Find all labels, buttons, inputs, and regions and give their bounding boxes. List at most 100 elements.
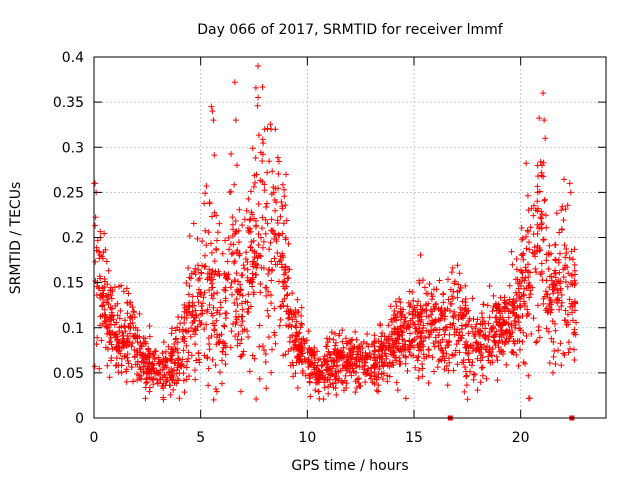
data-point bbox=[244, 266, 251, 273]
data-point bbox=[508, 322, 515, 329]
data-point bbox=[518, 224, 525, 231]
data-point bbox=[222, 310, 229, 317]
data-point bbox=[559, 203, 566, 210]
data-point bbox=[259, 151, 266, 158]
data-point bbox=[192, 376, 199, 383]
data-point bbox=[132, 361, 139, 368]
data-point bbox=[246, 229, 253, 236]
data-point bbox=[268, 216, 275, 223]
data-point bbox=[297, 324, 304, 331]
data-point bbox=[178, 314, 185, 321]
data-point bbox=[208, 284, 215, 291]
data-point bbox=[342, 364, 349, 371]
data-point bbox=[253, 264, 260, 271]
data-point bbox=[552, 257, 559, 264]
data-point bbox=[271, 329, 278, 336]
data-point bbox=[134, 349, 141, 356]
data-point bbox=[528, 205, 535, 212]
data-point bbox=[134, 327, 141, 334]
data-point bbox=[443, 338, 450, 345]
data-point bbox=[96, 365, 103, 372]
data-point bbox=[107, 357, 114, 364]
data-point bbox=[538, 208, 545, 215]
data-point bbox=[240, 348, 247, 355]
data-point bbox=[261, 126, 268, 133]
data-point bbox=[510, 349, 517, 356]
data-point bbox=[474, 355, 481, 362]
data-point bbox=[222, 274, 229, 281]
data-point bbox=[278, 261, 285, 268]
data-point bbox=[129, 304, 136, 311]
data-point bbox=[550, 338, 557, 345]
data-point bbox=[276, 158, 283, 165]
data-point bbox=[562, 206, 569, 213]
data-point bbox=[502, 300, 509, 307]
data-point bbox=[99, 302, 106, 309]
data-point bbox=[204, 270, 211, 277]
data-point bbox=[222, 237, 229, 244]
data-point bbox=[450, 314, 457, 321]
data-point bbox=[545, 266, 552, 273]
data-point bbox=[268, 369, 275, 376]
data-point bbox=[461, 388, 468, 395]
data-point bbox=[537, 271, 544, 278]
data-point bbox=[188, 324, 195, 331]
data-point bbox=[516, 289, 523, 296]
data-point bbox=[447, 324, 454, 331]
data-point bbox=[208, 213, 215, 220]
data-point bbox=[400, 306, 407, 313]
data-point bbox=[328, 371, 335, 378]
data-point bbox=[93, 244, 100, 251]
data-point bbox=[294, 354, 301, 361]
data-point bbox=[256, 375, 263, 382]
data-point bbox=[219, 348, 226, 355]
data-point bbox=[183, 364, 190, 371]
data-point bbox=[199, 300, 206, 307]
data-point bbox=[520, 329, 527, 336]
data-point bbox=[234, 288, 241, 295]
data-point bbox=[552, 327, 559, 334]
data-point bbox=[528, 331, 535, 337]
data-point bbox=[208, 310, 215, 317]
data-point bbox=[232, 228, 239, 235]
data-point bbox=[547, 307, 554, 314]
data-point bbox=[452, 347, 459, 354]
data-point bbox=[252, 84, 259, 91]
y-tick-label: 0 bbox=[75, 411, 84, 427]
data-point bbox=[267, 121, 274, 128]
data-point bbox=[332, 373, 339, 380]
data-point bbox=[244, 328, 251, 335]
data-point bbox=[452, 312, 459, 319]
data-point bbox=[243, 207, 250, 214]
data-point bbox=[199, 238, 206, 245]
data-point bbox=[201, 252, 208, 259]
data-point bbox=[233, 270, 240, 277]
data-point bbox=[286, 338, 293, 345]
data-point bbox=[124, 354, 131, 361]
data-point bbox=[551, 348, 558, 355]
data-point bbox=[115, 369, 122, 376]
data-point bbox=[474, 387, 481, 394]
data-point bbox=[224, 275, 231, 282]
data-point bbox=[222, 295, 229, 302]
data-point bbox=[417, 252, 424, 259]
data-point bbox=[261, 347, 268, 354]
data-point bbox=[509, 261, 516, 268]
data-point bbox=[328, 329, 335, 336]
data-point bbox=[198, 319, 205, 326]
data-point bbox=[437, 307, 444, 314]
data-point bbox=[159, 350, 166, 357]
data-point bbox=[454, 326, 461, 333]
data-point bbox=[457, 285, 464, 292]
data-point bbox=[545, 328, 552, 335]
data-point bbox=[497, 315, 504, 322]
data-point bbox=[251, 254, 258, 261]
data-point bbox=[381, 333, 388, 340]
data-point bbox=[217, 304, 224, 311]
data-point bbox=[277, 316, 284, 323]
data-point bbox=[192, 265, 199, 272]
data-point bbox=[554, 287, 561, 294]
data-point bbox=[262, 216, 269, 223]
data-point bbox=[184, 358, 191, 365]
data-point bbox=[238, 322, 245, 329]
